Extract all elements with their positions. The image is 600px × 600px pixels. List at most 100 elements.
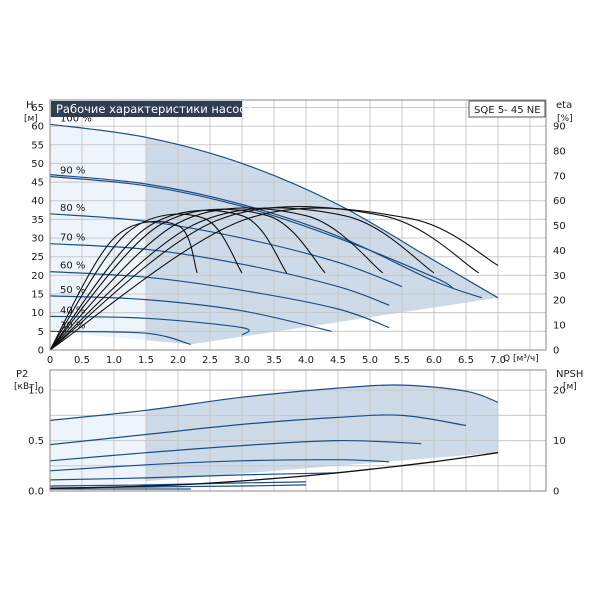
y-tick-label: 0 xyxy=(38,346,44,357)
speed-label: 40 % xyxy=(60,305,85,316)
y-tick-label: 45 xyxy=(31,178,44,189)
power-curve xyxy=(49,439,422,462)
title-box xyxy=(51,101,242,117)
x-tick-label: 6.5 xyxy=(458,355,474,366)
head-curve xyxy=(49,213,403,288)
x-tick-label: 7.0 xyxy=(490,355,506,366)
head-curve xyxy=(49,330,191,345)
speed-label: 80 % xyxy=(60,203,85,214)
y2-tick-label: 90 xyxy=(553,122,566,133)
y-tick-label: 25 xyxy=(31,252,44,263)
operating-region-shade xyxy=(146,137,498,345)
chart-title: Рабочие характеристики насоса xyxy=(56,102,253,116)
model-name: SQE 5- 45 NE xyxy=(474,105,541,116)
p2-tick-label: 0.5 xyxy=(28,436,44,447)
efficiency-curve xyxy=(49,221,198,351)
power-npsh-panel: P2 [кВт] NPSH [м] 0.0 0.5 1.0 0 10 20 xyxy=(14,369,583,498)
x-tick-label: 5.5 xyxy=(394,355,410,366)
power-curve xyxy=(49,384,499,421)
y2-tick-label: 40 xyxy=(553,246,566,257)
x-tick-label: 4.5 xyxy=(330,355,346,366)
head-curve xyxy=(49,175,454,289)
power-curves xyxy=(49,384,499,490)
npsh-axis-label: NPSH xyxy=(556,369,583,380)
y2-tick-label: 50 xyxy=(553,221,566,232)
y-tick-label: 5 xyxy=(38,327,44,338)
efficiency-curve xyxy=(49,208,326,351)
head-curve xyxy=(49,295,332,332)
lower-frame xyxy=(49,369,547,492)
x-tick-label: 5.0 xyxy=(362,355,378,366)
y2-tick-label: 0 xyxy=(553,346,559,357)
y-tick-label: 15 xyxy=(31,290,44,301)
speed-label: 90 % xyxy=(60,165,85,176)
y-axis-unit: [м] xyxy=(24,114,38,124)
head-curve xyxy=(49,174,483,299)
head-curves xyxy=(49,123,499,345)
head-curve xyxy=(49,123,499,299)
y2-tick-label: 80 xyxy=(553,146,566,157)
x-tick-labels: 0 0.5 1.0 1.5 2.0 2.5 3.0 3.5 4.0 4.5 5.0 5.5 6.0 6.5… xyxy=(47,355,506,366)
speed-labels: 100 % 90 % 80 % 70 % 60 % 50 % 40 % 30 % xyxy=(60,113,92,331)
y-tick-label: 40 xyxy=(31,196,44,207)
power-operating-shade xyxy=(146,385,498,482)
x-tick-label: 3.0 xyxy=(234,355,250,366)
head-curve xyxy=(49,243,390,306)
efficiency-curve xyxy=(49,209,288,351)
p2-tick-labels: 0.0 0.5 1.0 xyxy=(28,386,44,498)
npsh-axis-unit: [м] xyxy=(563,382,577,392)
x-tick-label: 2.5 xyxy=(202,355,218,366)
speed-label: 30 % xyxy=(60,320,85,331)
y2-tick-label: 60 xyxy=(553,196,566,207)
x-tick-label: 4.0 xyxy=(298,355,314,366)
head-curve xyxy=(49,271,390,329)
x-tick-label: 1.5 xyxy=(138,355,154,366)
upper-frame xyxy=(49,99,547,351)
y2-tick-label: 20 xyxy=(553,296,566,307)
y2-tick-label: 10 xyxy=(553,321,566,332)
x-axis-label: Q [м³/ч] xyxy=(503,354,539,364)
speed-label: 100 % xyxy=(60,113,92,124)
npsh-tick-label: 10 xyxy=(553,436,566,447)
p2-axis-unit: [кВт] xyxy=(14,382,38,392)
y-axis-label: H xyxy=(26,100,34,111)
y2-tick-labels: 0 10 20 30 40 50 60 70 80 90 xyxy=(553,122,566,357)
npsh-line xyxy=(49,452,499,490)
npsh-curve xyxy=(49,452,499,490)
y-tick-label: 10 xyxy=(31,308,44,319)
efficiency-curve xyxy=(49,207,384,351)
x-tick-label: 1.0 xyxy=(106,355,122,366)
power-curve xyxy=(49,414,467,446)
y-tick-label: 60 xyxy=(31,122,44,133)
efficiency-curve xyxy=(49,207,499,351)
x-tick-label: 0 xyxy=(47,355,53,366)
y-tick-label: 50 xyxy=(31,159,44,170)
npsh-tick-label: 20 xyxy=(553,386,566,397)
y-tick-label: 65 xyxy=(31,103,44,114)
y-tick-label: 20 xyxy=(31,271,44,282)
y-tick-label: 30 xyxy=(31,234,44,245)
p2-tick-label: 0.0 xyxy=(28,487,44,498)
head-efficiency-panel: 100 % 90 % 80 % 70 % 60 % 50 % 40 % 30 % Рабочи… xyxy=(24,99,573,366)
speed-label: 70 % xyxy=(60,233,85,244)
x-tick-label: 2.0 xyxy=(170,355,186,366)
y2-tick-label: 30 xyxy=(553,271,566,282)
y-tick-label: 55 xyxy=(31,140,44,151)
y2-tick-label: 70 xyxy=(553,171,566,182)
speed-label: 60 % xyxy=(60,261,85,272)
x-tick-label: 3.5 xyxy=(266,355,282,366)
x-tick-label: 6.0 xyxy=(426,355,442,366)
model-box xyxy=(468,100,546,118)
efficiency-curve xyxy=(49,205,480,351)
x-tick-label: 0.5 xyxy=(74,355,90,366)
y2-axis-unit: [%] xyxy=(557,114,573,124)
efficiency-curve xyxy=(49,207,435,351)
power-curve xyxy=(49,472,339,481)
y2-axis-label: eta xyxy=(556,100,572,111)
npsh-tick-labels: 0 10 20 xyxy=(553,386,566,498)
speed-label: 50 % xyxy=(60,285,85,296)
efficiency-curve xyxy=(49,213,243,351)
npsh-tick-label: 0 xyxy=(553,487,559,498)
p2-tick-label: 1.0 xyxy=(28,386,44,397)
